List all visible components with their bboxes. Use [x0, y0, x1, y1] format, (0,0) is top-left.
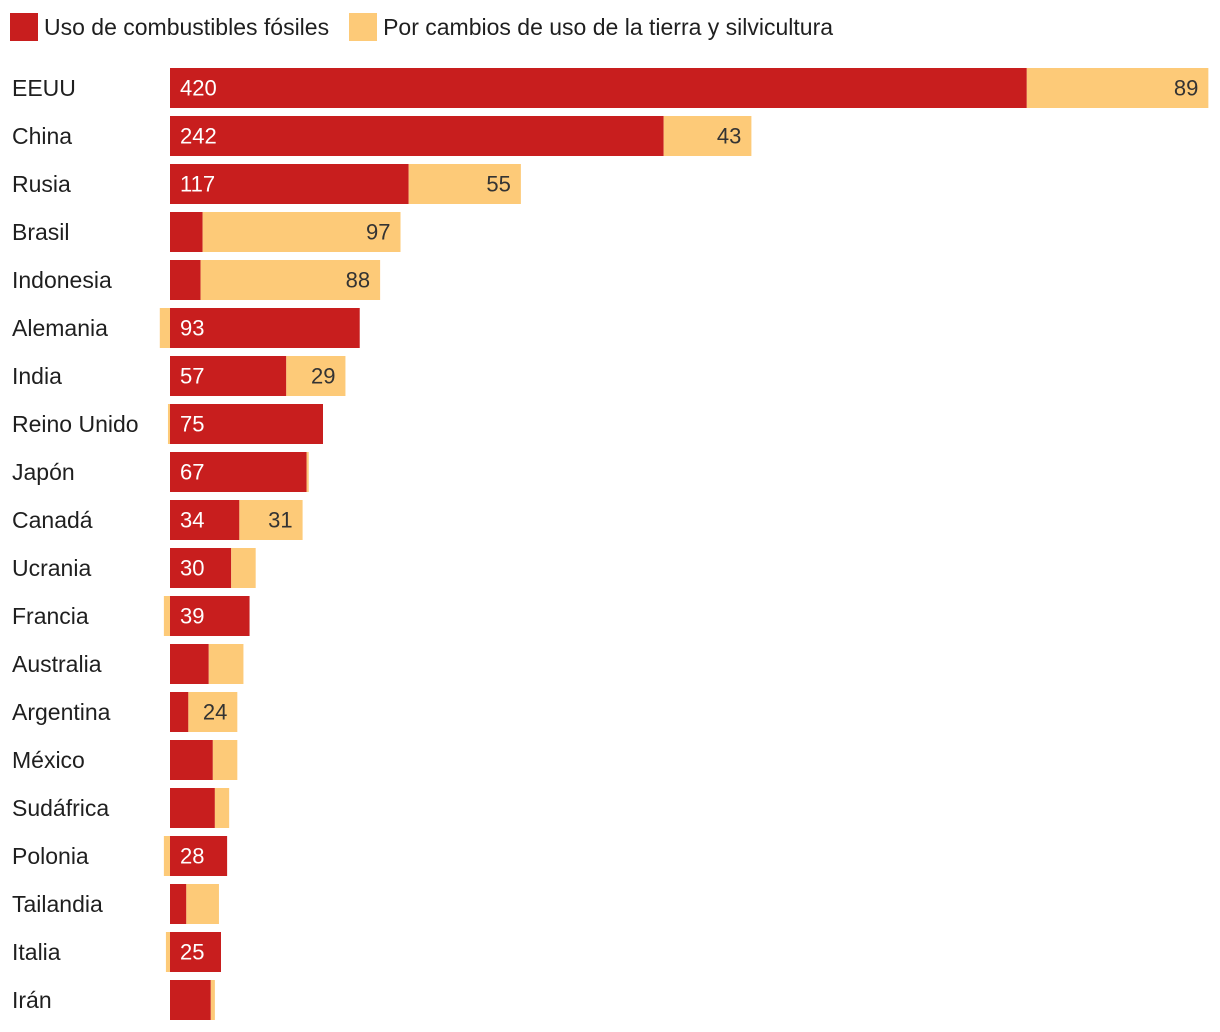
bar-fossil-argentina[interactable] [170, 692, 189, 732]
category-label-australia: Australia [12, 651, 102, 677]
bar-fossil-iran[interactable] [170, 980, 211, 1020]
value-label-fossil-japon: 67 [180, 460, 204, 485]
bar-landuse-australia[interactable] [208, 644, 244, 684]
bar-fossil-rusia[interactable] [170, 164, 409, 204]
category-label-polonia: Polonia [12, 843, 89, 869]
value-label-landuse-canada: 31 [268, 508, 292, 533]
bar-landuse-mexico[interactable] [212, 740, 238, 780]
legend-swatch-fossil [10, 13, 38, 41]
category-label-francia: Francia [12, 603, 89, 629]
bar-fossil-india[interactable] [170, 356, 287, 396]
bar-fossil-indonesia[interactable] [170, 260, 201, 300]
bar-landuse-argentina[interactable] [188, 692, 238, 732]
value-label-fossil-alemania: 93 [180, 316, 204, 341]
bar-landuse-japon[interactable] [306, 452, 309, 492]
legend: Uso de combustibles fósiles Por cambios … [10, 10, 833, 44]
bar-fossil-tailandia[interactable] [170, 884, 187, 924]
category-label-reino-unido: Reino Unido [12, 411, 139, 437]
bar-fossil-italia[interactable] [170, 932, 221, 972]
bar-landuse-china[interactable] [663, 116, 752, 156]
value-label-fossil-china: 242 [180, 124, 217, 149]
value-label-landuse-argentina: 24 [203, 700, 227, 725]
bar-fossil-canada[interactable] [170, 500, 240, 540]
bar-fossil-australia[interactable] [170, 644, 209, 684]
value-label-fossil-india: 57 [180, 364, 204, 389]
bar-landuse-reino-unido[interactable] [167, 404, 170, 444]
value-label-landuse-rusia: 55 [486, 172, 510, 197]
value-label-fossil-italia: 25 [180, 940, 204, 965]
bar-landuse-sudafrica[interactable] [214, 788, 230, 828]
category-label-alemania: Alemania [12, 315, 108, 341]
bar-fossil-mexico[interactable] [170, 740, 213, 780]
bar-landuse-italia[interactable] [165, 932, 170, 972]
value-label-landuse-china: 43 [717, 124, 741, 149]
bar-landuse-indonesia[interactable] [200, 260, 381, 300]
category-label-brasil: Brasil [12, 219, 70, 245]
bar-fossil-eeuu[interactable] [170, 68, 1027, 108]
bar-landuse-alemania[interactable] [159, 308, 170, 348]
category-label-tailandia: Tailandia [12, 891, 103, 917]
bar-fossil-francia[interactable] [170, 596, 250, 636]
legend-item-fossil[interactable]: Uso de combustibles fósiles [10, 13, 329, 41]
bar-fossil-brasil[interactable] [170, 212, 203, 252]
value-label-fossil-polonia: 28 [180, 844, 204, 869]
value-label-landuse-brasil: 97 [366, 220, 390, 245]
category-label-indonesia: Indonesia [12, 267, 112, 293]
bar-landuse-tailandia[interactable] [186, 884, 219, 924]
category-label-canada: Canadá [12, 507, 93, 533]
value-label-landuse-eeuu: 89 [1174, 76, 1198, 101]
legend-item-landuse[interactable]: Por cambios de uso de la tierra y silvic… [349, 13, 833, 41]
category-label-sudafrica: Sudáfrica [12, 795, 109, 821]
value-label-fossil-canada: 34 [180, 508, 204, 533]
category-label-rusia: Rusia [12, 171, 71, 197]
category-label-india: India [12, 363, 62, 389]
category-label-italia: Italia [12, 939, 61, 965]
value-label-landuse-india: 29 [311, 364, 335, 389]
category-label-argentina: Argentina [12, 699, 111, 725]
value-label-fossil-eeuu: 420 [180, 76, 217, 101]
bar-fossil-china[interactable] [170, 116, 664, 156]
bar-landuse-brasil[interactable] [202, 212, 401, 252]
value-label-fossil-francia: 39 [180, 604, 204, 629]
bar-landuse-india[interactable] [286, 356, 346, 396]
bar-fossil-ucrania[interactable] [170, 548, 232, 588]
bar-landuse-ucrania[interactable] [231, 548, 256, 588]
value-label-fossil-rusia: 117 [180, 172, 215, 197]
category-label-mexico: México [12, 747, 85, 773]
bar-landuse-francia[interactable] [163, 596, 170, 636]
bar-fossil-japon[interactable] [170, 452, 307, 492]
bar-landuse-rusia[interactable] [408, 164, 521, 204]
category-label-japon: Japón [12, 459, 75, 485]
bar-fossil-polonia[interactable] [170, 836, 228, 876]
bar-landuse-polonia[interactable] [163, 836, 170, 876]
bar-fossil-alemania[interactable] [170, 308, 360, 348]
bar-fossil-sudafrica[interactable] [170, 788, 215, 828]
category-label-iran: Irán [12, 987, 52, 1013]
legend-swatch-landuse [349, 13, 378, 41]
legend-label-fossil: Uso de combustibles fósiles [44, 13, 330, 40]
bar-landuse-eeuu[interactable] [1026, 68, 1209, 108]
bar-landuse-canada[interactable] [239, 500, 303, 540]
bar-landuse-iran[interactable] [210, 980, 215, 1020]
bar-fossil-reino-unido[interactable] [170, 404, 323, 444]
value-label-fossil-reino-unido: 75 [180, 412, 204, 437]
value-label-fossil-ucrania: 30 [180, 556, 204, 581]
category-label-eeuu: EEUU [12, 75, 76, 101]
value-label-landuse-indonesia: 88 [346, 268, 370, 293]
legend-label-landuse: Por cambios de uso de la tierra y silvic… [383, 13, 834, 40]
category-label-ucrania: Ucrania [12, 555, 91, 581]
category-label-china: China [12, 123, 72, 149]
